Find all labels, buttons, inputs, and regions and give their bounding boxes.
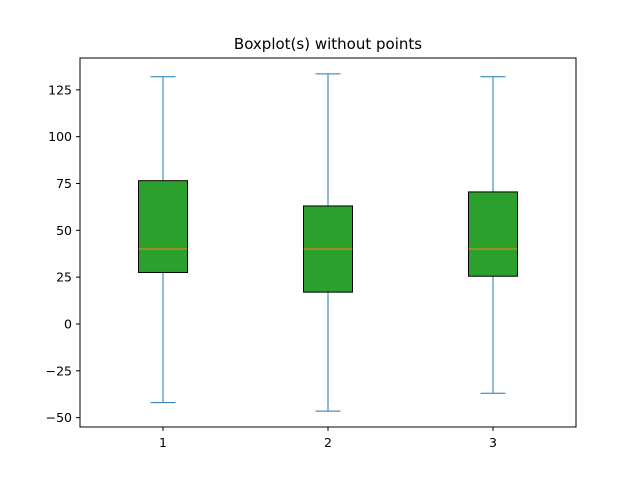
y-axis: −50 −25 0 25 50 75 100 125 — [46, 82, 80, 425]
y-tick-label: −25 — [46, 363, 72, 378]
x-axis: 1 2 3 — [159, 427, 497, 450]
box-body — [468, 191, 518, 277]
box-2 — [303, 73, 353, 412]
plot-area — [138, 73, 518, 412]
y-tick-label: 25 — [56, 270, 72, 285]
box-1 — [138, 76, 188, 404]
y-tick-label: −50 — [46, 410, 72, 425]
y-tick-label: 50 — [56, 223, 72, 238]
box-body — [138, 180, 188, 273]
y-tick-label: 0 — [64, 316, 72, 331]
x-tick-label: 1 — [159, 435, 167, 450]
x-tick-label: 3 — [489, 435, 497, 450]
box-3 — [468, 76, 518, 394]
y-tick-label: 125 — [48, 82, 72, 97]
y-tick-label: 100 — [48, 129, 72, 144]
x-tick-label: 2 — [324, 435, 332, 450]
y-tick-label: 75 — [56, 176, 72, 191]
chart-title: Boxplot(s) without points — [234, 35, 422, 53]
